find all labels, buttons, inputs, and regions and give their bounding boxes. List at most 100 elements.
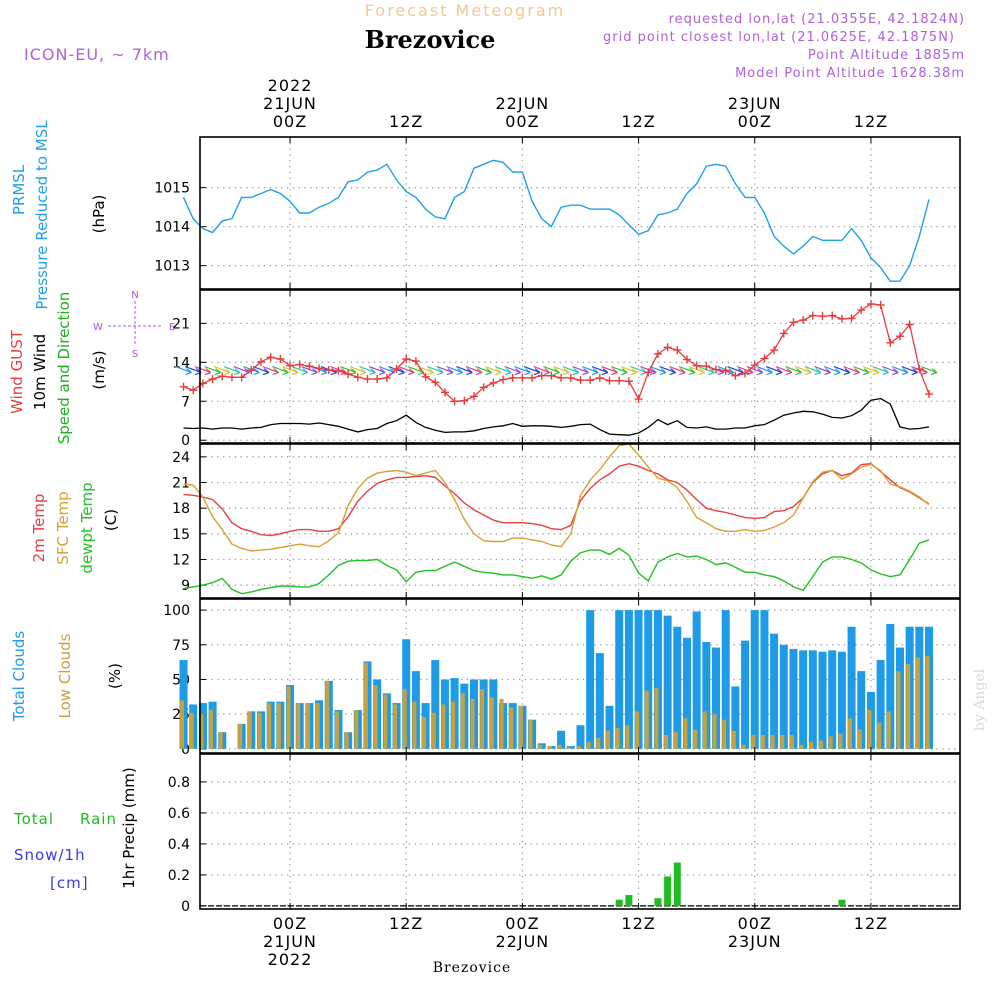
- wind-gust-point: [886, 338, 895, 347]
- top-time-label: 21JUN: [263, 94, 317, 113]
- clouds-panel: 0255075100: [163, 598, 961, 758]
- wind-arrow-head: [930, 368, 938, 376]
- total-clouds-bar: [557, 730, 566, 749]
- wind-gust-point: [915, 365, 924, 374]
- wind-gust-point: [460, 396, 469, 405]
- low-clouds-bar: [538, 744, 543, 749]
- wind-arrow: [853, 366, 870, 374]
- wind-gust-point: [760, 354, 769, 363]
- low-clouds-bar: [276, 703, 281, 749]
- total-clouds-bar: [663, 615, 672, 749]
- low-clouds-bar: [576, 746, 581, 749]
- wind-gust-point: [634, 395, 643, 404]
- wind-gust-line: [183, 303, 930, 402]
- wind-arrow-head: [359, 368, 367, 376]
- total-clouds-bar: [818, 651, 827, 749]
- precip-rain-label: Rain: [80, 810, 117, 828]
- wind-arrow: [785, 366, 802, 374]
- wind-arrow: [746, 366, 763, 374]
- wind-arrow-head: [456, 368, 463, 376]
- wind-arrow-head: [533, 368, 541, 376]
- top-time-label: 12Z: [621, 112, 655, 131]
- y-tick-label: 18: [172, 501, 190, 517]
- low-clouds-bar: [635, 711, 640, 749]
- wind-arrow: [407, 366, 425, 374]
- wind-arrow: [572, 366, 589, 374]
- wind-gust-point: [373, 375, 382, 384]
- low-clouds-bar: [296, 703, 301, 749]
- temp-2m-label: 2m Temp: [30, 494, 48, 563]
- wind-arrow-head: [630, 368, 638, 376]
- wind-arrow: [359, 366, 376, 374]
- wind-arrow: [233, 366, 250, 374]
- wind-arrow-head: [437, 368, 444, 376]
- wind-arrow-head: [262, 368, 270, 376]
- wind-10m-line: [183, 397, 930, 436]
- low-clouds-bar: [838, 733, 843, 749]
- total-clouds-bar: [750, 610, 759, 749]
- low-clouds-bar: [731, 730, 736, 749]
- y-tick-label: 21: [172, 476, 190, 492]
- prmsl-label: PRMSL: [10, 164, 28, 215]
- bottom-time-label: 12Z: [621, 914, 655, 933]
- wind-gust-point: [402, 354, 411, 363]
- wind-arrow: [533, 366, 550, 374]
- wind-gust-point: [605, 376, 614, 385]
- wind-arrow-head: [863, 368, 870, 376]
- total-clouds-bar: [576, 725, 585, 749]
- low-clouds-bar: [644, 690, 649, 749]
- wind-gust-point: [586, 376, 595, 385]
- wind-arrow: [272, 366, 289, 374]
- wind-arrow-head: [882, 368, 889, 376]
- wind-arrow: [804, 366, 822, 374]
- wind-gust-point: [557, 373, 566, 382]
- wind-arrow: [920, 366, 938, 374]
- total-clouds-bar: [876, 660, 885, 749]
- low-clouds-bar: [489, 697, 494, 749]
- low-clouds-bar: [499, 698, 504, 749]
- wind-gust-point: [537, 371, 546, 380]
- wind-arrow: [523, 366, 541, 374]
- wind-speed-direction-label: Speed and Direction: [55, 292, 73, 445]
- wind-arrow-head: [253, 368, 260, 376]
- total-clouds-bar: [673, 626, 682, 749]
- total-clouds-bar: [653, 610, 662, 749]
- precipitation-panel: 0 0.2 0.4 0.6 0.8: [168, 753, 961, 915]
- wind-arrow-head: [843, 368, 851, 376]
- footer-station: Brezovice: [433, 960, 512, 976]
- wind-arrow: [349, 366, 367, 374]
- compass-south: S: [132, 349, 138, 360]
- wind-gust-point: [528, 373, 537, 382]
- wind-arrow: [611, 366, 628, 374]
- wind-gust-point: [411, 357, 420, 366]
- low-clouds-bar: [915, 657, 920, 749]
- wind-gust-point: [905, 320, 914, 329]
- station-title: Brezovice: [365, 25, 496, 54]
- low-clouds-bar: [867, 709, 872, 749]
- top-time-label: 23JUN: [728, 94, 782, 113]
- wind-arrow: [891, 366, 909, 374]
- pressure-unit-label: (hPa): [90, 195, 108, 234]
- wind-arrow-head: [572, 368, 580, 376]
- wind-gust-point: [305, 362, 314, 371]
- wind-arrow-head: [804, 368, 812, 376]
- low-clouds-bar: [460, 693, 465, 749]
- wind-arrow-head: [582, 368, 589, 376]
- low-clouds-bar: [480, 689, 485, 749]
- wind-gust-point: [431, 378, 440, 387]
- wind-arrow-head: [224, 368, 231, 376]
- total-clouds-bar: [741, 640, 750, 749]
- precip-side-labels: Total Rain Snow/1h [cm] 1hr Precip (mm): [13, 767, 138, 892]
- total-clouds-bar: [886, 623, 895, 749]
- total-clouds-bar: [595, 653, 604, 749]
- bottom-time-label: 00Z: [273, 914, 307, 933]
- low-clouds-bar: [886, 711, 891, 749]
- total-clouds-bar: [847, 626, 856, 749]
- wind-arrow: [649, 366, 667, 374]
- wind-gust-label: Wind GUST: [8, 329, 26, 414]
- wind-arrow-head: [708, 368, 715, 376]
